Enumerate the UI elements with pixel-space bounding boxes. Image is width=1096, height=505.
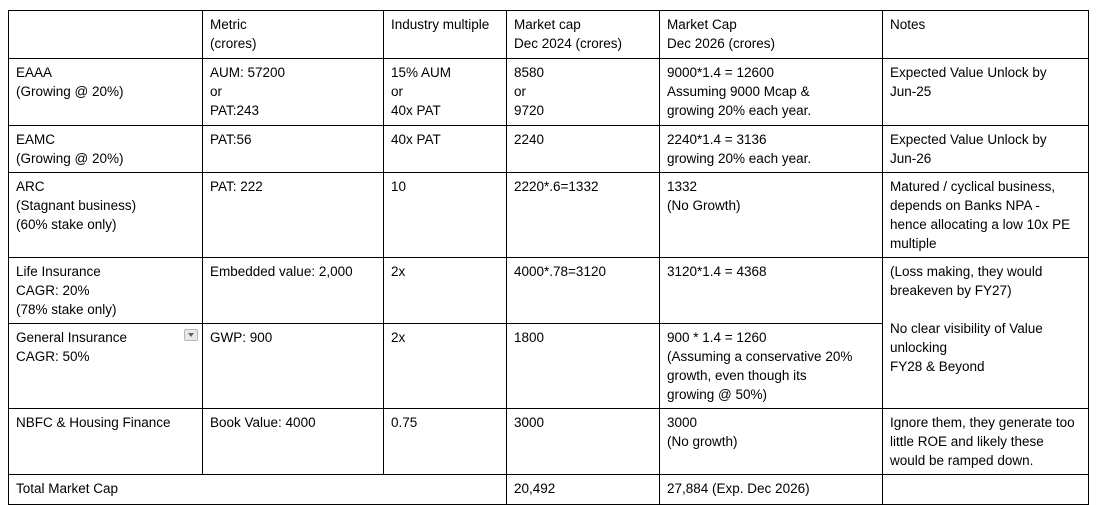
header-industry-multiple: Industry multiple — [383, 10, 507, 59]
metric-text: AUM: 57200 or PAT:243 — [210, 65, 286, 118]
cell-entity: General Insurance CAGR: 50% — [8, 323, 203, 409]
cell-notes: Expected Value Unlock by Jun-25 — [882, 58, 1089, 126]
header-metric-text: Metric (crores) — [210, 17, 257, 51]
table-row-nbfc: NBFC & Housing Finance Book Value: 4000 … — [8, 408, 1089, 475]
cell-mcap-2024: 4000*.78=3120 — [506, 257, 660, 324]
total-mcap-2026-text: 27,884 (Exp. Dec 2026) — [667, 481, 810, 496]
total-label-cell: Total Market Cap — [8, 474, 507, 505]
cell-mcap-2026: 3000 (No growth) — [659, 408, 883, 475]
table-total-row: Total Market Cap 20,492 27,884 (Exp. Dec… — [8, 474, 1089, 505]
header-notes-text: Notes — [890, 17, 926, 32]
cell-mcap-2024: 2240 — [506, 125, 660, 173]
entity-text: General Insurance CAGR: 50% — [16, 330, 128, 364]
mcap-2024-text: 2240 — [514, 132, 545, 147]
cell-mcap-2026: 9000*1.4 = 12600 Assuming 9000 Mcap & gr… — [659, 58, 883, 126]
cell-metric: PAT:56 — [202, 125, 384, 173]
metric-text: PAT: 222 — [210, 179, 263, 194]
header-notes: Notes — [882, 10, 1089, 59]
header-metric: Metric (crores) — [202, 10, 384, 59]
header-mcap-2024: Market cap Dec 2024 (crores) — [506, 10, 660, 59]
cell-notes-merged: (Loss making, they would breakeven by FY… — [882, 257, 1089, 409]
metric-text: Embedded value: 2,000 — [210, 264, 353, 279]
industry-multiple-text: 2x — [391, 330, 406, 345]
cell-mcap-2026: 900 * 1.4 = 1260 (Assuming a conservativ… — [659, 323, 883, 409]
cell-notes: Matured / cyclical business, depends on … — [882, 172, 1089, 258]
cell-mcap-2026: 2240*1.4 = 3136 growing 20% each year. — [659, 125, 883, 173]
cell-metric: PAT: 222 — [202, 172, 384, 258]
cell-mcap-2024: 8580 or 9720 — [506, 58, 660, 126]
cell-industry-multiple: 2x — [383, 323, 507, 409]
total-mcap-2024: 20,492 — [506, 474, 660, 505]
industry-multiple-text: 2x — [391, 264, 406, 279]
industry-multiple-text: 40x PAT — [391, 132, 441, 147]
notes-text: Ignore them, they generate too little RO… — [890, 415, 1075, 468]
cell-industry-multiple: 15% AUM or 40x PAT — [383, 58, 507, 126]
cell-metric: GWP: 900 — [202, 323, 384, 409]
entity-text: Life Insurance CAGR: 20% (78% stake only… — [16, 264, 117, 317]
cell-entity: ARC (Stagnant business) (60% stake only) — [8, 172, 203, 258]
cell-industry-multiple: 40x PAT — [383, 125, 507, 173]
mcap-2024-text: 8580 or 9720 — [514, 65, 545, 118]
cell-notes: Expected Value Unlock by Jun-26 — [882, 125, 1089, 173]
header-mcap-2026-text: Market Cap Dec 2026 (crores) — [667, 17, 776, 51]
mcap-2024-text: 2220*.6=1332 — [514, 179, 599, 194]
cell-mcap-2026: 1332 (No Growth) — [659, 172, 883, 258]
cell-entity: EAAA (Growing @ 20%) — [8, 58, 203, 126]
cell-mcap-2024: 2220*.6=1332 — [506, 172, 660, 258]
metric-text: GWP: 900 — [210, 330, 273, 345]
mcap-2026-text: 9000*1.4 = 12600 Assuming 9000 Mcap & gr… — [667, 65, 812, 118]
table-header-row: Metric (crores) Industry multiple Market… — [8, 10, 1089, 59]
metric-text: Book Value: 4000 — [210, 415, 316, 430]
mcap-2026-text: 3120*1.4 = 4368 — [667, 264, 767, 279]
table-row-eamc: EAMC (Growing @ 20%) PAT:56 40x PAT 2240… — [8, 125, 1089, 173]
mcap-2024-text: 4000*.78=3120 — [514, 264, 606, 279]
cell-industry-multiple: 2x — [383, 257, 507, 324]
industry-multiple-text: 10 — [391, 179, 407, 194]
industry-multiple-text: 15% AUM or 40x PAT — [391, 65, 452, 118]
cell-mcap-2026: 3120*1.4 = 4368 — [659, 257, 883, 324]
notes-text: Expected Value Unlock by Jun-25 — [890, 65, 1047, 99]
mcap-2024-text: 3000 — [514, 415, 545, 430]
cell-entity: EAMC (Growing @ 20%) — [8, 125, 203, 173]
entity-text: EAMC (Growing @ 20%) — [16, 132, 124, 166]
mcap-2024-text: 1800 — [514, 330, 545, 345]
header-entity — [8, 10, 203, 59]
notes-text: (Loss making, they would breakeven by FY… — [890, 264, 1043, 374]
mcap-2026-text: 1332 (No Growth) — [667, 179, 741, 213]
metric-text: PAT:56 — [210, 132, 252, 147]
cell-metric: AUM: 57200 or PAT:243 — [202, 58, 384, 126]
cell-notes: Ignore them, they generate too little RO… — [882, 408, 1089, 475]
industry-multiple-text: 0.75 — [391, 415, 418, 430]
total-label-text: Total Market Cap — [16, 481, 119, 496]
mcap-2026-text: 3000 (No growth) — [667, 415, 738, 449]
total-mcap-2026: 27,884 (Exp. Dec 2026) — [659, 474, 883, 505]
total-mcap-2024-text: 20,492 — [514, 481, 556, 496]
cell-industry-multiple: 10 — [383, 172, 507, 258]
cell-metric: Embedded value: 2,000 — [202, 257, 384, 324]
cell-entity: Life Insurance CAGR: 20% (78% stake only… — [8, 257, 203, 324]
valuation-table: Metric (crores) Industry multiple Market… — [8, 10, 1089, 505]
notes-text: Matured / cyclical business, depends on … — [890, 179, 1071, 251]
dropdown-button[interactable] — [184, 329, 198, 341]
cell-mcap-2024: 3000 — [506, 408, 660, 475]
header-industry-multiple-text: Industry multiple — [391, 17, 490, 32]
cell-industry-multiple: 0.75 — [383, 408, 507, 475]
mcap-2026-text: 900 * 1.4 = 1260 (Assuming a conservativ… — [667, 330, 853, 402]
table-row-life-insurance: Life Insurance CAGR: 20% (78% stake only… — [8, 257, 1089, 409]
total-notes-cell — [882, 474, 1089, 505]
notes-text: Expected Value Unlock by Jun-26 — [890, 132, 1047, 166]
cell-mcap-2024: 1800 — [506, 323, 660, 409]
header-mcap-2026: Market Cap Dec 2026 (crores) — [659, 10, 883, 59]
table-row-eaaa: EAAA (Growing @ 20%) AUM: 57200 or PAT:2… — [8, 58, 1089, 126]
header-mcap-2024-text: Market cap Dec 2024 (crores) — [514, 17, 623, 51]
table-row-arc: ARC (Stagnant business) (60% stake only)… — [8, 172, 1089, 258]
cell-entity: NBFC & Housing Finance — [8, 408, 203, 475]
entity-text: ARC (Stagnant business) (60% stake only) — [16, 179, 137, 232]
entity-text: EAAA (Growing @ 20%) — [16, 65, 124, 99]
cell-metric: Book Value: 4000 — [202, 408, 384, 475]
mcap-2026-text: 2240*1.4 = 3136 growing 20% each year. — [667, 132, 812, 166]
chevron-down-icon — [188, 333, 194, 337]
entity-text: NBFC & Housing Finance — [16, 415, 171, 430]
